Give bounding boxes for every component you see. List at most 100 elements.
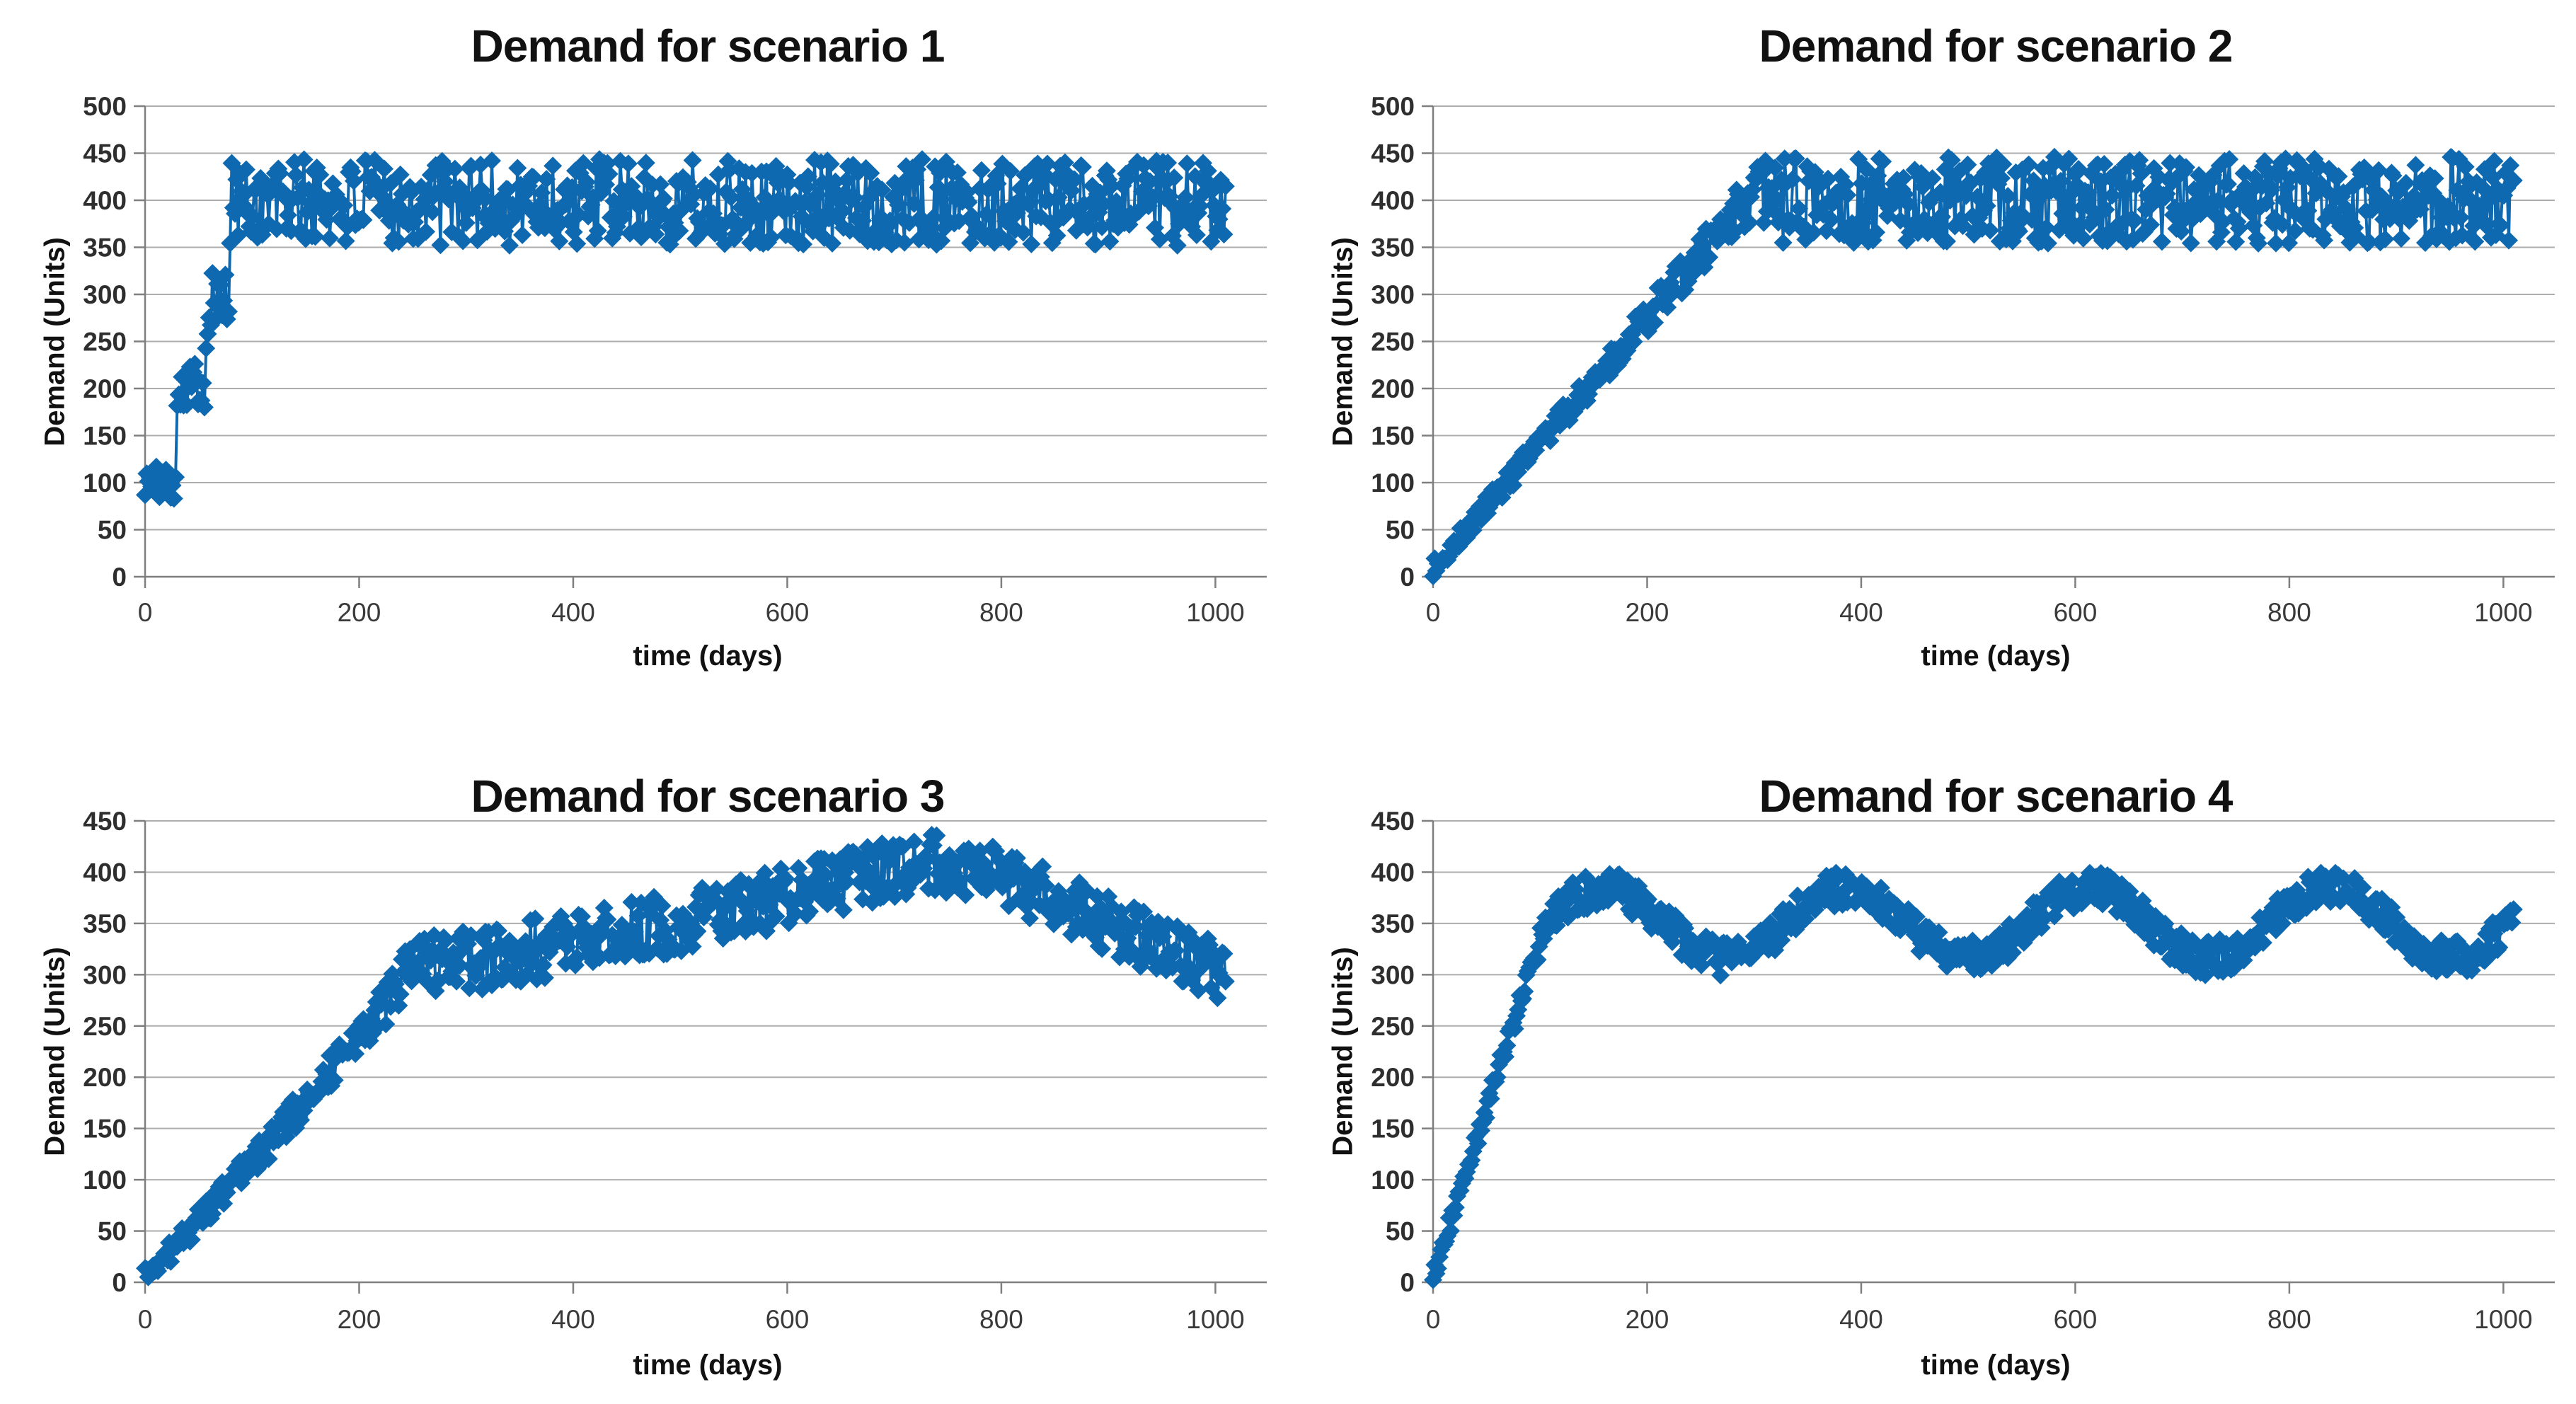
x-tick-label: 200 xyxy=(338,598,381,627)
y-tick-labels: 0 50 100 150 200 250 300 350 400 450 xyxy=(1371,807,1415,1297)
chart-3-x-axis-title: time (days) xyxy=(633,1350,783,1381)
x-tick-label: 1000 xyxy=(2474,1305,2532,1334)
axis-ticks xyxy=(134,819,145,1284)
x-tick-label: 1000 xyxy=(1186,598,1244,627)
y-tick-label: 450 xyxy=(1371,807,1415,836)
x-tick-label: 200 xyxy=(1626,1305,1669,1334)
x-tick-label: 600 xyxy=(2054,1305,2098,1334)
scenario-1-plot: 0 50 100 150 200 250 300 350 400 450 500 0 200 400 600… xyxy=(83,92,1267,627)
x-tick-label: 1000 xyxy=(2474,598,2532,627)
y-tick-label: 250 xyxy=(83,1012,127,1041)
y-tick-label: 250 xyxy=(1371,328,1415,357)
x-tick-labels: 0 200 400 600 800 1000 xyxy=(1426,1282,2533,1334)
y-tick-label: 250 xyxy=(1371,1012,1415,1041)
y-tick-label: 50 xyxy=(98,1217,127,1246)
y-tick-label: 50 xyxy=(98,516,127,545)
y-tick-label: 300 xyxy=(1371,280,1415,309)
x-tick-labels: 0 200 400 600 800 1000 xyxy=(138,1282,1245,1334)
x-tick-label: 800 xyxy=(979,598,1023,627)
y-tick-label: 100 xyxy=(83,1166,127,1195)
x-tick-label: 0 xyxy=(1426,598,1441,627)
y-tick-label: 150 xyxy=(83,1115,127,1144)
y-tick-label: 50 xyxy=(1386,516,1415,545)
scenario-4-plot: 0 50 100 150 200 250 300 350 400 450 0 200 400 600 800… xyxy=(1371,807,2555,1334)
y-tick-labels: 0 50 100 150 200 250 300 350 400 450 500 xyxy=(1371,92,1415,592)
x-tick-label: 0 xyxy=(138,598,153,627)
y-tick-label: 300 xyxy=(1371,960,1415,989)
series-markers xyxy=(1424,147,2523,586)
y-tick-label: 100 xyxy=(83,468,127,497)
x-tick-labels: 0 200 400 600 800 1000 xyxy=(138,577,1245,627)
y-tick-label: 450 xyxy=(83,807,127,836)
y-tick-label: 450 xyxy=(83,139,127,168)
y-tick-label: 500 xyxy=(83,92,127,121)
y-tick-label: 350 xyxy=(1371,234,1415,263)
y-tick-label: 0 xyxy=(112,1268,127,1297)
x-tick-label: 400 xyxy=(1839,1305,1883,1334)
gridlines xyxy=(1433,820,2555,1283)
y-tick-labels: 0 50 100 150 200 250 300 350 400 450 xyxy=(83,807,127,1297)
x-tick-label: 1000 xyxy=(1186,1305,1244,1334)
chart-4-title: Demand for scenario 4 xyxy=(1759,771,2233,822)
y-tick-label: 200 xyxy=(1371,374,1415,403)
y-tick-label: 250 xyxy=(83,328,127,357)
y-tick-label: 300 xyxy=(83,960,127,989)
x-tick-label: 0 xyxy=(1426,1305,1441,1334)
chart-3-title: Demand for scenario 3 xyxy=(471,771,945,822)
y-tick-label: 400 xyxy=(83,858,127,887)
x-tick-label: 400 xyxy=(551,598,595,627)
y-tick-label: 300 xyxy=(83,280,127,309)
chart-scenario-3: Demand for scenario 3 Demand (Units) 0 50… xyxy=(0,702,1288,1404)
y-tick-labels: 0 50 100 150 200 250 300 350 400 450 500 xyxy=(83,92,127,592)
chart-2-title: Demand for scenario 2 xyxy=(1759,21,2233,71)
chart-2-x-axis-title: time (days) xyxy=(1921,640,2071,672)
y-tick-label: 100 xyxy=(1371,468,1415,497)
scenario-3-plot: 0 50 100 150 200 250 300 350 400 450 0 200 400 600 800… xyxy=(83,807,1267,1334)
y-tick-label: 400 xyxy=(1371,186,1415,215)
x-tick-label: 800 xyxy=(2267,598,2311,627)
y-tick-label: 0 xyxy=(1400,563,1415,592)
y-tick-label: 450 xyxy=(1371,139,1415,168)
x-tick-label: 800 xyxy=(2267,1305,2311,1334)
y-tick-label: 150 xyxy=(1371,1115,1415,1144)
x-tick-label: 400 xyxy=(1839,598,1883,627)
chart-scenario-2: Demand for scenario 2 Demand (Units) 0 50… xyxy=(1288,0,2576,702)
chart-scenario-4: Demand for scenario 4 Demand (Units) 0 50… xyxy=(1288,702,2576,1404)
y-tick-label: 350 xyxy=(1371,909,1415,938)
y-tick-label: 50 xyxy=(1386,1217,1415,1246)
chart-1-title: Demand for scenario 1 xyxy=(471,21,945,71)
chart-1-x-axis-title: time (days) xyxy=(633,640,783,672)
y-tick-label: 350 xyxy=(83,909,127,938)
chart-4-x-axis-title: time (days) xyxy=(1921,1350,2071,1381)
x-tick-label: 200 xyxy=(338,1305,381,1334)
x-tick-label: 600 xyxy=(766,598,810,627)
y-tick-label: 0 xyxy=(1400,1268,1415,1297)
series-markers xyxy=(136,826,1235,1287)
y-tick-label: 350 xyxy=(83,234,127,263)
series-markers xyxy=(1424,863,2523,1289)
y-tick-label: 400 xyxy=(1371,858,1415,887)
x-tick-label: 200 xyxy=(1626,598,1669,627)
x-tick-label: 600 xyxy=(2054,598,2098,627)
y-tick-label: 200 xyxy=(83,1063,127,1092)
scenario-2-plot: 0 50 100 150 200 250 300 350 400 450 500 0 200 400 600… xyxy=(1371,92,2555,627)
y-tick-label: 500 xyxy=(1371,92,1415,121)
y-tick-label: 150 xyxy=(1371,422,1415,451)
x-tick-label: 600 xyxy=(766,1305,810,1334)
y-tick-label: 100 xyxy=(1371,1166,1415,1195)
x-tick-label: 0 xyxy=(138,1305,153,1334)
chart-scenario-1: Demand for scenario 1 Demand (Units) 0 50… xyxy=(0,0,1288,702)
y-tick-label: 0 xyxy=(112,563,127,592)
y-tick-label: 400 xyxy=(83,186,127,215)
x-tick-labels: 0 200 400 600 800 1000 xyxy=(1426,577,2533,627)
series-markers xyxy=(136,150,1235,508)
axis-ticks xyxy=(134,105,145,578)
y-tick-label: 200 xyxy=(83,374,127,403)
x-tick-label: 400 xyxy=(551,1305,595,1334)
y-tick-label: 150 xyxy=(83,422,127,451)
axis-ticks xyxy=(1422,105,1433,578)
y-tick-label: 200 xyxy=(1371,1063,1415,1092)
axis-ticks xyxy=(1422,819,1433,1284)
x-tick-label: 800 xyxy=(979,1305,1023,1334)
